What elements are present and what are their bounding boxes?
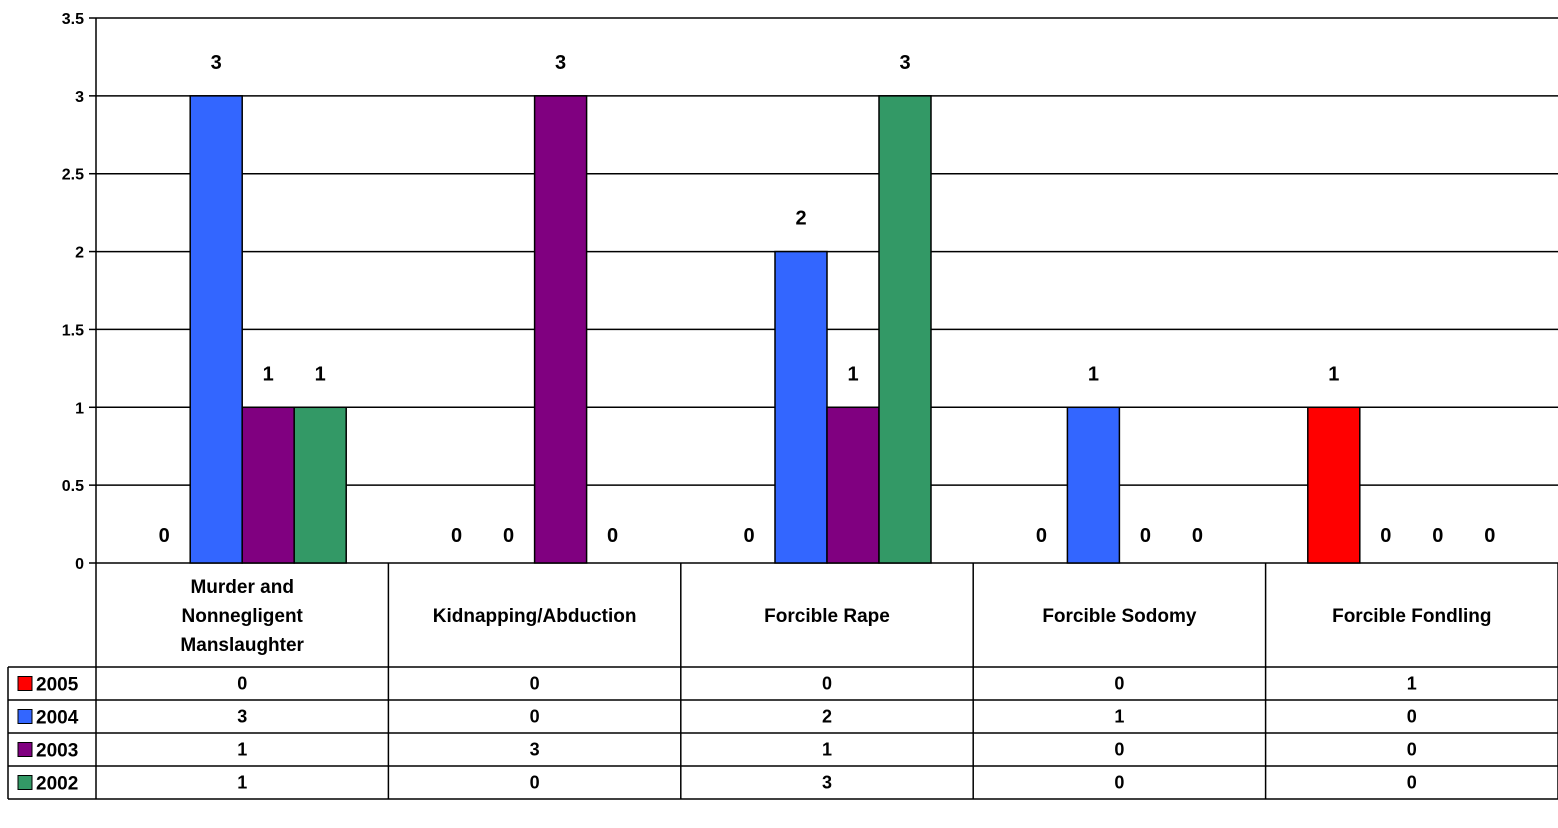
bar-2005-4 [1307,406,1361,564]
table-cell: 0 [1114,773,1124,793]
data-label: 0 [743,525,754,547]
legend-label-2003: 2003 [36,741,78,762]
table-cell: 1 [1114,707,1124,727]
data-label: 1 [1328,363,1339,385]
y-tick-label: 0 [75,556,84,573]
legend-label-2002: 2002 [36,774,78,795]
y-tick-label: 1 [75,400,84,417]
bar-2004-2 [774,250,828,564]
category-label: Forcible Rape [764,606,890,627]
table-cell: 0 [1114,674,1124,694]
bar-2004-0 [189,95,243,564]
y-tick-label: 0.5 [62,478,84,495]
table-cell: 1 [237,740,247,760]
table-cell: 1 [237,773,247,793]
category-label: Forcible Sodomy [1042,606,1197,627]
table-cell: 0 [1407,773,1417,793]
legend-key-2002 [17,775,33,790]
bars [189,95,1361,564]
data-label: 3 [555,52,566,74]
table-cell: 0 [1407,707,1417,727]
data-label: 0 [1432,525,1443,547]
table-cell: 0 [530,773,540,793]
table-cell: 3 [822,773,832,793]
category-label: Kidnapping/Abduction [433,606,637,627]
table-cell: 1 [1407,674,1417,694]
bar-2003-1 [533,95,588,564]
data-label: 0 [1484,525,1495,547]
data-label: 1 [847,363,858,385]
legend-label-2004: 2004 [36,708,79,729]
legend-key-2005 [17,676,33,691]
y-tick-label: 2.5 [62,167,84,184]
table-cell: 0 [1114,740,1124,760]
table-cell: 1 [822,740,832,760]
data-label: 1 [315,363,326,385]
legend-key-2004 [17,709,33,724]
data-label: 3 [899,52,910,74]
data-label: 0 [1192,525,1203,547]
legend-label-2005: 2005 [36,675,79,696]
y-axis: 0 0.5 1 1.5 2 2.5 3 3.5 [62,11,97,573]
data-label: 1 [1088,363,1099,385]
data-label: 0 [1380,525,1391,547]
table-cell: 3 [530,740,540,760]
bar-2003-0 [241,406,295,564]
data-label: 1 [263,363,274,385]
y-tick-label: 1.5 [62,322,84,339]
data-label: 3 [211,52,222,74]
bar-2004-3 [1066,406,1121,564]
category-label: Murder and Nonnegligent Manslaughter [180,577,304,656]
data-labels: 0 0 0 0 1 3 0 2 1 0 1 3 1 0 0 1 0 3 0 0 [159,52,1496,547]
y-tick-label: 3 [75,89,84,106]
data-label: 0 [159,525,170,547]
data-label: 0 [451,525,462,547]
data-label: 0 [1140,525,1151,547]
legend-key-2003 [17,742,33,757]
table-cell: 0 [237,674,247,694]
table-cell: 0 [530,674,540,694]
category-label: Forcible Fondling [1332,606,1491,627]
y-tick-label: 2 [75,245,84,262]
data-label: 0 [607,525,618,547]
bar-2002-0 [293,406,347,564]
table-cell: 0 [1407,740,1417,760]
table-cell: 3 [237,707,247,727]
data-table: Murder and Nonnegligent Manslaughter Kidnap… [7,563,1558,800]
table-cell: 0 [530,707,540,727]
bar-2003-2 [826,406,880,564]
data-label: 0 [1036,525,1047,547]
data-label: 2 [795,208,806,230]
table-cell: 2 [822,707,832,727]
data-label: 0 [503,525,514,547]
y-tick-label: 3.5 [62,11,84,28]
bar-2002-2 [878,95,932,564]
table-cell: 0 [822,674,832,694]
